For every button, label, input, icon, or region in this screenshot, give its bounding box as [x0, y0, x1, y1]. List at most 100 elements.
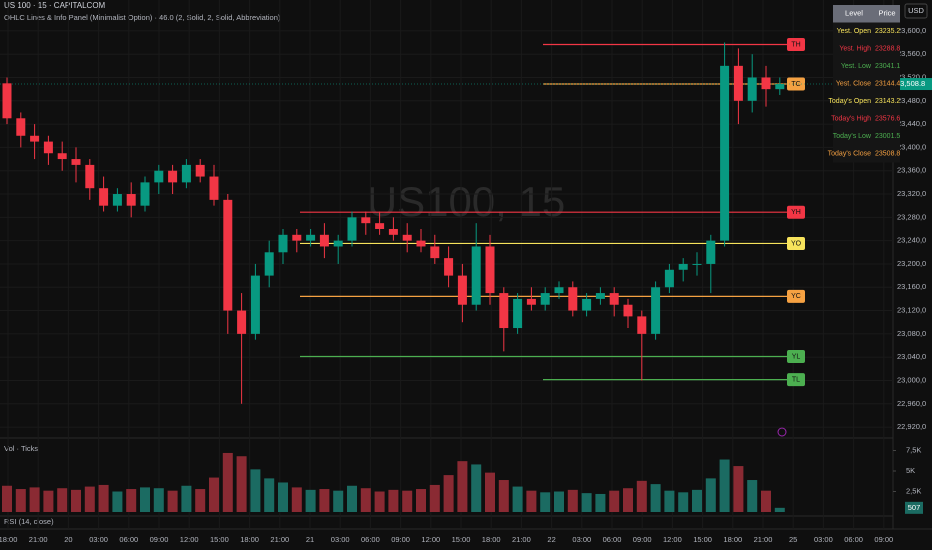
y-tick-label: 23,080,0 [897, 329, 926, 338]
volume-bar [650, 484, 661, 512]
level-tag: YH [791, 209, 801, 216]
x-tick-label: 21 [306, 535, 314, 544]
candle-body [223, 199, 233, 311]
panel-row-bg [833, 145, 900, 163]
panel-level: Yest. Close [836, 81, 871, 88]
candle-body [775, 84, 785, 90]
y-tick-label: 23,040,0 [897, 352, 926, 361]
candle-body [126, 194, 136, 206]
volume-bar [71, 489, 81, 512]
x-tick-label: 15:00 [452, 535, 471, 544]
volume-bar [429, 484, 440, 512]
y-tick-label: 23,360,0 [897, 166, 926, 175]
candle-body [154, 170, 164, 183]
volume-tick-label: 2,5K [906, 486, 921, 495]
volume-bar [57, 488, 68, 512]
level-tag: TH [791, 41, 800, 48]
level-tag-box [787, 289, 805, 303]
candle-body [250, 275, 260, 334]
y-tick-label: 23,280,0 [897, 212, 926, 221]
candle-body [16, 118, 26, 136]
candle-body [692, 263, 702, 265]
panel-price: 23001.5 [875, 133, 900, 140]
candle-body [361, 217, 371, 224]
panel-level: Today's Open [828, 98, 871, 105]
volume-bar [540, 492, 551, 512]
x-tick-label: 06:00 [119, 535, 138, 544]
candle-body [195, 164, 205, 177]
candle-body [444, 258, 454, 276]
volume-bar [733, 466, 744, 512]
x-tick-label: 15:00 [693, 535, 712, 544]
y-tick-label: 23,560,0 [897, 49, 926, 58]
x-tick-label: 22 [547, 535, 555, 544]
candle-body [375, 223, 385, 229]
x-tick-label: 03:00 [331, 535, 350, 544]
currency[interactable]: USD [908, 6, 924, 15]
volume-bar [43, 490, 54, 512]
candle-body [278, 234, 288, 253]
candle-body [664, 269, 674, 288]
volume-bar [98, 484, 109, 512]
volume-bar [705, 478, 716, 512]
panel-level: Today's High [831, 116, 871, 123]
volume-bar [264, 478, 275, 512]
volume-bar [774, 507, 785, 512]
candle-body [2, 83, 12, 119]
volume-bar [29, 487, 40, 512]
candle-body [499, 293, 509, 329]
volume-bar [291, 487, 302, 512]
volume-bar [360, 488, 371, 512]
x-tick-label: 06:00 [603, 535, 622, 544]
y-tick-label: 23,120,0 [897, 306, 926, 315]
panel-row-bg [833, 22, 900, 40]
panel-level: Yest. Low [841, 63, 872, 70]
volume-bar [181, 485, 192, 512]
panel-row-bg [833, 75, 900, 93]
panel-header: Level [845, 9, 863, 18]
panel-price: 23508.8 [875, 151, 900, 158]
x-tick-label: 09:00 [391, 535, 410, 544]
x-tick-label: 25 [789, 535, 797, 544]
level-tag: YO [791, 240, 802, 247]
volume-bar [581, 493, 592, 512]
volume-bar [554, 491, 564, 512]
candle-body [402, 234, 412, 241]
event-icon[interactable] [777, 427, 787, 437]
volume-bar [623, 488, 633, 512]
candle-body [720, 65, 730, 241]
panel-row-bg [833, 127, 900, 145]
currency-box[interactable] [904, 3, 928, 19]
watermark: US100, 15 [367, 178, 565, 225]
volume-bar [678, 492, 689, 512]
volume-bar [2, 485, 12, 512]
x-tick-label: 12:00 [421, 535, 440, 544]
volume-bar [278, 482, 288, 512]
x-tick-label: 21:00 [270, 535, 289, 544]
candle-body [637, 316, 647, 334]
panel-row-bg [833, 92, 900, 110]
candle-body [292, 234, 302, 241]
y-tick-label: 23,600,0 [897, 26, 926, 35]
panel-level: Yest. Open [837, 28, 871, 35]
volume-last-box [905, 501, 923, 514]
candle-body [526, 298, 536, 305]
volume-bar [153, 488, 164, 512]
volume-bar [498, 480, 509, 512]
volume-bar [333, 490, 344, 512]
candle-body [333, 240, 343, 247]
panel-row-bg [833, 57, 900, 75]
volume-bar [567, 489, 578, 512]
volume-bar [443, 475, 454, 512]
y-tick-label: 23,000,0 [897, 375, 926, 384]
indicator-title: OHLC Lines & Info Panel (Minimalist Opti… [4, 13, 281, 22]
y-tick-label: 23,160,0 [897, 282, 926, 291]
panel-header-bg [833, 5, 900, 23]
volume-bar [250, 469, 261, 512]
candle-body [623, 304, 633, 317]
volume-bar [140, 487, 150, 512]
x-tick-label: 03:00 [814, 535, 833, 544]
volume-bar [416, 489, 426, 512]
candle-body [595, 293, 605, 299]
candle-body [237, 310, 247, 334]
